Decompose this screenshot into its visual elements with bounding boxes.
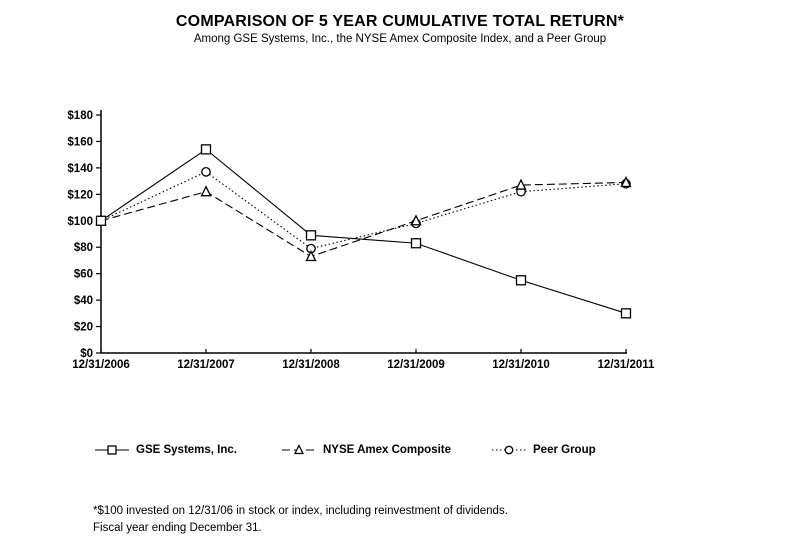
legend-line-sample-circle-icon [492, 443, 526, 457]
svg-text:$60: $60 [74, 269, 93, 281]
svg-text:12/31/2007: 12/31/2007 [177, 359, 235, 371]
svg-text:$0: $0 [80, 348, 93, 360]
svg-text:$120: $120 [67, 189, 93, 201]
legend-item-nyse-amex-composite: NYSE Amex Composite [282, 441, 451, 459]
svg-text:$140: $140 [67, 163, 93, 175]
legend-label: GSE Systems, Inc. [136, 444, 237, 456]
svg-text:12/31/2009: 12/31/2009 [387, 359, 445, 371]
svg-text:$40: $40 [74, 295, 93, 307]
line-chart-plot: $0 $20 $40 $60 $80 $100 $120 $140 $160 $180 12/31/… [67, 110, 656, 371]
svg-text:$20: $20 [74, 322, 93, 334]
legend-line-sample-triangle-icon [282, 443, 316, 457]
legend-label: Peer Group [533, 444, 596, 456]
legend-item-peer-group: Peer Group [492, 441, 596, 459]
chart-legend: GSE Systems, Inc. NYSE Amex Composite Pe… [0, 441, 800, 459]
svg-text:12/31/2011: 12/31/2011 [598, 359, 656, 371]
chart-title: COMPARISON OF 5 YEAR CUMULATIVE TOTAL RE… [175, 13, 625, 30]
svg-text:12/31/2010: 12/31/2010 [492, 359, 550, 371]
legend-item-gse-systems: GSE Systems, Inc. [95, 441, 237, 459]
svg-text:$160: $160 [67, 136, 93, 148]
svg-text:12/31/2008: 12/31/2008 [282, 359, 340, 371]
legend-line-sample-square-icon [95, 443, 129, 457]
svg-text:12/31/2006: 12/31/2006 [72, 359, 130, 371]
chart-subtitle: Among GSE Systems, Inc., the NYSE Amex C… [193, 33, 607, 45]
footnote-line-2: Fiscal year ending December 31. [93, 522, 262, 534]
legend-label: NYSE Amex Composite [323, 444, 452, 456]
svg-text:$80: $80 [74, 242, 93, 254]
svg-text:$180: $180 [67, 110, 93, 122]
svg-text:$100: $100 [67, 216, 93, 228]
footnote-line-1: *$100 invested on 12/31/06 in stock or i… [93, 505, 508, 517]
chart-footnote: *$100 invested on 12/31/06 in stock or i… [93, 503, 508, 537]
